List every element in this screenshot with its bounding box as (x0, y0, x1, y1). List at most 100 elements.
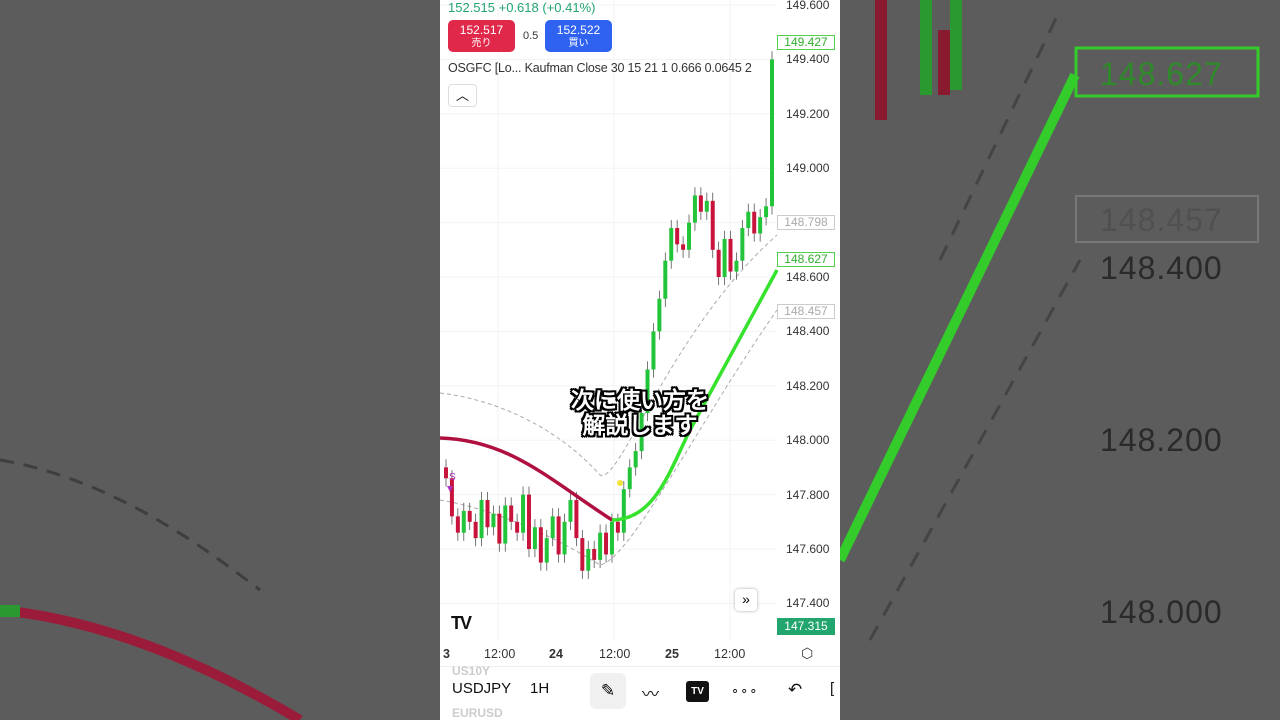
settings-icon[interactable]: ⬡ (801, 645, 814, 661)
candle-body (568, 500, 573, 522)
sell-signal-marker (447, 486, 453, 492)
candle-body (592, 549, 597, 560)
candle-body (609, 521, 614, 555)
signal-label: S (449, 472, 456, 483)
candle-body (467, 510, 472, 522)
ghost-symbol-below: EURUSD (452, 706, 503, 720)
candle-body (710, 200, 715, 250)
tradingview-menu-icon[interactable]: TV (686, 681, 709, 702)
indicators-icon[interactable]: 〰 (642, 685, 659, 704)
price-tag-line: 148.627 (777, 252, 835, 267)
candle-body (704, 200, 709, 212)
upper-band (440, 234, 778, 476)
tradingview-logo[interactable]: TV (451, 613, 472, 633)
candle-body (639, 413, 644, 452)
candle-body (503, 505, 508, 544)
candle-body (740, 228, 745, 261)
candle-body (698, 195, 703, 212)
bg-label: 148.200 (1100, 422, 1223, 458)
candle-body (657, 298, 662, 332)
candle-body (752, 211, 757, 234)
candle-body (461, 510, 466, 533)
more-icon[interactable]: ∘∘∘ (731, 683, 759, 698)
price-axis-label: 147.400 (786, 596, 830, 611)
blurred-background-right: 148.627 148.457 148.400 148.200 148.000 (840, 0, 1280, 720)
scroll-to-realtime-icon[interactable]: » (735, 589, 757, 611)
price-axis-label: 147.800 (786, 487, 830, 502)
price-axis-label: 149.200 (786, 106, 830, 121)
candle-body (651, 331, 656, 370)
price-axis-label: 147.600 (786, 542, 830, 556)
candle-body (580, 538, 585, 571)
spread: 0.5 (523, 30, 539, 42)
quote-line: 152.515 +0.618 (+0.41%) (448, 0, 595, 15)
tradingview-app: 152.515 +0.618 (+0.41%) 152.517 売り 0.5 15… (440, 0, 840, 720)
candle-body (598, 532, 603, 560)
candle-body (746, 211, 751, 229)
sell-button[interactable]: 152.517 売り (448, 20, 515, 52)
price-chart[interactable] (440, 0, 840, 640)
bg-label: 148.000 (1100, 594, 1223, 630)
candle-body (586, 549, 591, 571)
candle-body (716, 249, 721, 277)
candle-body (681, 244, 686, 250)
candle-body (515, 521, 520, 533)
caption-line: 解説します (582, 412, 698, 438)
undo-icon[interactable]: ↶ (788, 680, 803, 699)
candle-body (455, 516, 460, 533)
video-caption: 次に使い方を 解説します (560, 388, 720, 438)
price-axis-label: 148.600 (786, 270, 830, 284)
kaufman-line-bullish (611, 269, 779, 522)
time-label: 12:00 (714, 647, 746, 661)
price-tag-upper: 149.427 (777, 35, 835, 50)
price-tag-band-upper: 148.798 (777, 215, 835, 230)
candle-body (722, 238, 727, 277)
candle-body (550, 516, 555, 539)
symbol-selector[interactable]: USDJPY (452, 680, 512, 697)
time-label: 24 (549, 647, 563, 661)
candle-body (556, 516, 561, 555)
bg-label: 148.627 (1100, 56, 1223, 92)
buy-button[interactable]: 152.522 買い (545, 20, 612, 52)
buy-label: 買い (568, 38, 589, 49)
blurred-chart-right (840, 0, 1260, 641)
time-label: 12:00 (484, 647, 516, 661)
candle-body (526, 494, 531, 549)
candle-body (770, 59, 774, 207)
candle-body (764, 206, 769, 218)
candle-body (497, 513, 502, 544)
chevron-up-icon[interactable]: ︿ (448, 84, 477, 107)
candle-body (521, 494, 526, 533)
sell-label: 売り (471, 38, 492, 49)
price-change: +0.618 (+0.41%) (498, 0, 596, 15)
price-tag-last: 147.315 (777, 618, 835, 635)
candle-body (491, 513, 496, 528)
candle-body (449, 478, 454, 517)
blurred-chart-left (0, 458, 303, 720)
interval-selector[interactable]: 1H (530, 680, 550, 697)
price-axis-label: 148.400 (786, 324, 830, 339)
candle-body (604, 532, 609, 555)
time-label: 3 (443, 647, 450, 661)
candle-body (621, 489, 626, 533)
candle-body (758, 217, 763, 234)
candle-body (687, 222, 692, 250)
time-label: 25 (665, 647, 679, 661)
buy-price: 152.522 (556, 23, 601, 37)
candle-body (574, 500, 579, 539)
candle-body (479, 500, 484, 539)
indicator-legend[interactable]: OSGFC [Lo... Kaufman Close 30 15 21 1 0.… (448, 61, 752, 75)
fullscreen-icon[interactable]: [ (830, 680, 835, 697)
candle-body (444, 467, 448, 479)
caption-line: 次に使い方を (571, 387, 709, 413)
candle-body (509, 505, 514, 522)
candle-body (562, 521, 567, 555)
divider (440, 666, 840, 667)
kaufman-line-bearish (440, 436, 613, 522)
candle-body (728, 238, 733, 272)
candle-body (473, 521, 478, 539)
candle-body (669, 228, 674, 261)
drawing-tools-icon[interactable]: ✎ (590, 673, 626, 709)
bg-label: 148.457 (1100, 202, 1223, 238)
candle-body (645, 369, 650, 413)
